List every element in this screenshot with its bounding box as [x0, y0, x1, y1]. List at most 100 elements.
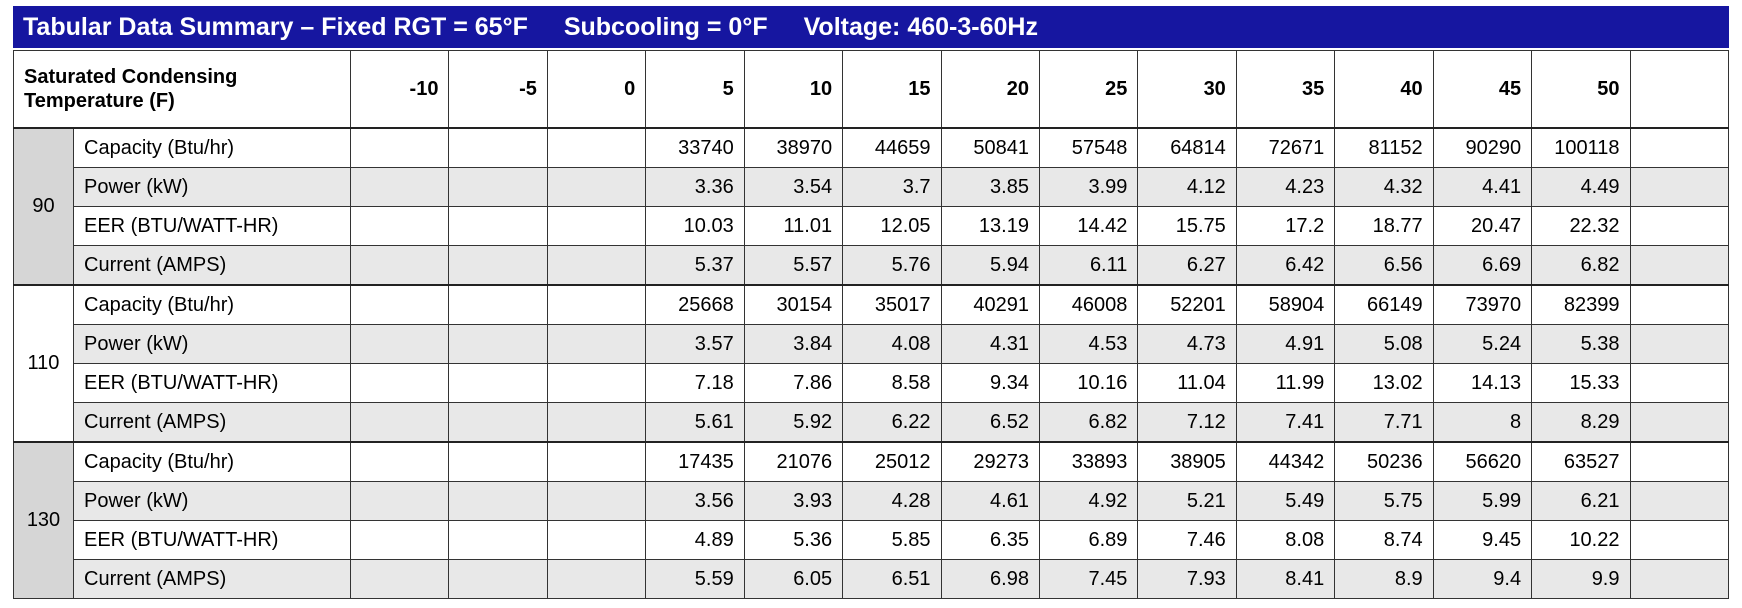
table-row: Current (AMPS) 5.61 5.92 6.22 6.52 6.82 7.12 7.… — [14, 402, 1729, 443]
value-cell: 5.85 — [842, 520, 942, 560]
value-cell: 5.36 — [743, 520, 844, 560]
empty-cell — [448, 284, 548, 325]
empty-cell — [546, 520, 647, 560]
value-cell: 8 — [1432, 402, 1533, 443]
value-cell: 5.59 — [645, 559, 745, 599]
empty-cell — [448, 363, 548, 403]
value-cell: 35017 — [842, 284, 942, 325]
value-cell: 5.57 — [743, 245, 844, 286]
table-row: EER (BTU/WATT-HR) 10.03 11.01 12.05 13.19 14.… — [14, 206, 1729, 246]
value-cell: 3.54 — [743, 167, 844, 207]
value-cell: 8.08 — [1235, 520, 1336, 560]
column-header: 20 — [940, 50, 1040, 129]
value-cell: 22.32 — [1531, 206, 1631, 246]
empty-cell — [448, 559, 548, 599]
value-cell: 6.27 — [1137, 245, 1237, 286]
empty-cell — [546, 245, 647, 286]
column-header: 30 — [1137, 50, 1237, 129]
value-cell: 13.02 — [1334, 363, 1434, 403]
value-cell: 25012 — [842, 441, 942, 482]
value-cell: 4.73 — [1137, 324, 1237, 364]
row-label: Capacity (Btu/hr) — [72, 127, 352, 168]
row-label: EER (BTU/WATT-HR) — [72, 363, 352, 403]
table-row: Power (kW) 3.36 3.54 3.7 3.85 3.99 4.12 4.23 4.3… — [14, 167, 1729, 207]
value-cell: 4.49 — [1531, 167, 1631, 207]
value-cell: 18.77 — [1334, 206, 1434, 246]
value-cell: 5.75 — [1334, 481, 1434, 521]
value-cell: 11.04 — [1137, 363, 1237, 403]
row-label: Current (AMPS) — [72, 559, 352, 599]
value-cell: 50841 — [940, 127, 1040, 168]
column-header: 35 — [1235, 50, 1336, 129]
value-cell: 9.9 — [1531, 559, 1631, 599]
table-row: Current (AMPS) 5.59 6.05 6.51 6.98 7.45 7.93 8.… — [14, 559, 1729, 599]
empty-cell — [1629, 167, 1729, 207]
value-cell: 40291 — [940, 284, 1040, 325]
value-cell: 4.28 — [842, 481, 942, 521]
value-cell: 9.34 — [940, 363, 1040, 403]
empty-cell — [546, 127, 647, 168]
table-row: EER (BTU/WATT-HR) 4.89 5.36 5.85 6.35 6.89 7.4… — [14, 520, 1729, 560]
row-label: EER (BTU/WATT-HR) — [72, 206, 352, 246]
value-cell: 10.16 — [1038, 363, 1139, 403]
row-label: Power (kW) — [72, 481, 352, 521]
value-cell: 29273 — [940, 441, 1040, 482]
value-cell: 7.86 — [743, 363, 844, 403]
empty-cell — [448, 245, 548, 286]
empty-cell — [350, 441, 450, 482]
empty-cell — [1629, 127, 1729, 168]
value-cell: 6.89 — [1038, 520, 1139, 560]
empty-cell — [448, 441, 548, 482]
column-header: 45 — [1432, 50, 1533, 129]
value-cell: 5.76 — [842, 245, 942, 286]
empty-cell — [1629, 50, 1729, 129]
row-label: Capacity (Btu/hr) — [72, 441, 352, 482]
title-text: Tabular Data Summary – Fixed RGT = 65°F — [23, 13, 528, 41]
value-cell: 5.21 — [1137, 481, 1237, 521]
value-cell: 21076 — [743, 441, 844, 482]
empty-cell — [1629, 245, 1729, 286]
empty-cell — [1629, 520, 1729, 560]
value-cell: 8.29 — [1531, 402, 1631, 443]
table-row: 90 Capacity (Btu/hr) 33740 38970 44659 50841 5… — [13, 127, 1729, 286]
value-cell: 5.38 — [1531, 324, 1631, 364]
value-cell: 6.22 — [842, 402, 942, 443]
value-cell: 9.45 — [1432, 520, 1533, 560]
value-cell: 66149 — [1334, 284, 1434, 325]
column-header: 0 — [546, 50, 647, 129]
value-cell: 10.03 — [645, 206, 745, 246]
value-cell: 4.12 — [1137, 167, 1237, 207]
row-label: Current (AMPS) — [72, 245, 352, 286]
value-cell: 7.41 — [1235, 402, 1336, 443]
value-cell: 5.99 — [1432, 481, 1533, 521]
empty-cell — [350, 559, 450, 599]
value-cell: 4.53 — [1038, 324, 1139, 364]
empty-cell — [546, 363, 647, 403]
value-cell: 44659 — [842, 127, 942, 168]
value-cell: 6.52 — [940, 402, 1040, 443]
value-cell: 33893 — [1038, 441, 1139, 482]
value-cell: 3.93 — [743, 481, 844, 521]
empty-cell — [1629, 559, 1729, 599]
value-cell: 6.05 — [743, 559, 844, 599]
value-cell: 8.41 — [1235, 559, 1336, 599]
empty-cell — [546, 324, 647, 364]
empty-cell — [350, 324, 450, 364]
column-header: 50 — [1531, 50, 1631, 129]
value-cell: 6.21 — [1531, 481, 1631, 521]
row-label: Power (kW) — [72, 324, 352, 364]
column-header: 25 — [1038, 50, 1139, 129]
table-row: 110 Capacity (Btu/hr) 25668 30154 35017 40291… — [13, 284, 1729, 443]
empty-cell — [350, 520, 450, 560]
empty-cell — [448, 402, 548, 443]
value-cell: 44342 — [1235, 441, 1336, 482]
row-label: Current (AMPS) — [72, 402, 352, 443]
value-cell: 6.35 — [940, 520, 1040, 560]
row-label: Power (kW) — [72, 167, 352, 207]
value-cell: 4.23 — [1235, 167, 1336, 207]
empty-cell — [546, 206, 647, 246]
empty-cell — [350, 206, 450, 246]
value-cell: 30154 — [743, 284, 844, 325]
value-cell: 63527 — [1531, 441, 1631, 482]
empty-cell — [546, 402, 647, 443]
